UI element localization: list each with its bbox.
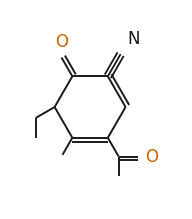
Text: N: N xyxy=(127,30,140,48)
Text: O: O xyxy=(145,148,158,166)
Text: O: O xyxy=(55,33,68,51)
